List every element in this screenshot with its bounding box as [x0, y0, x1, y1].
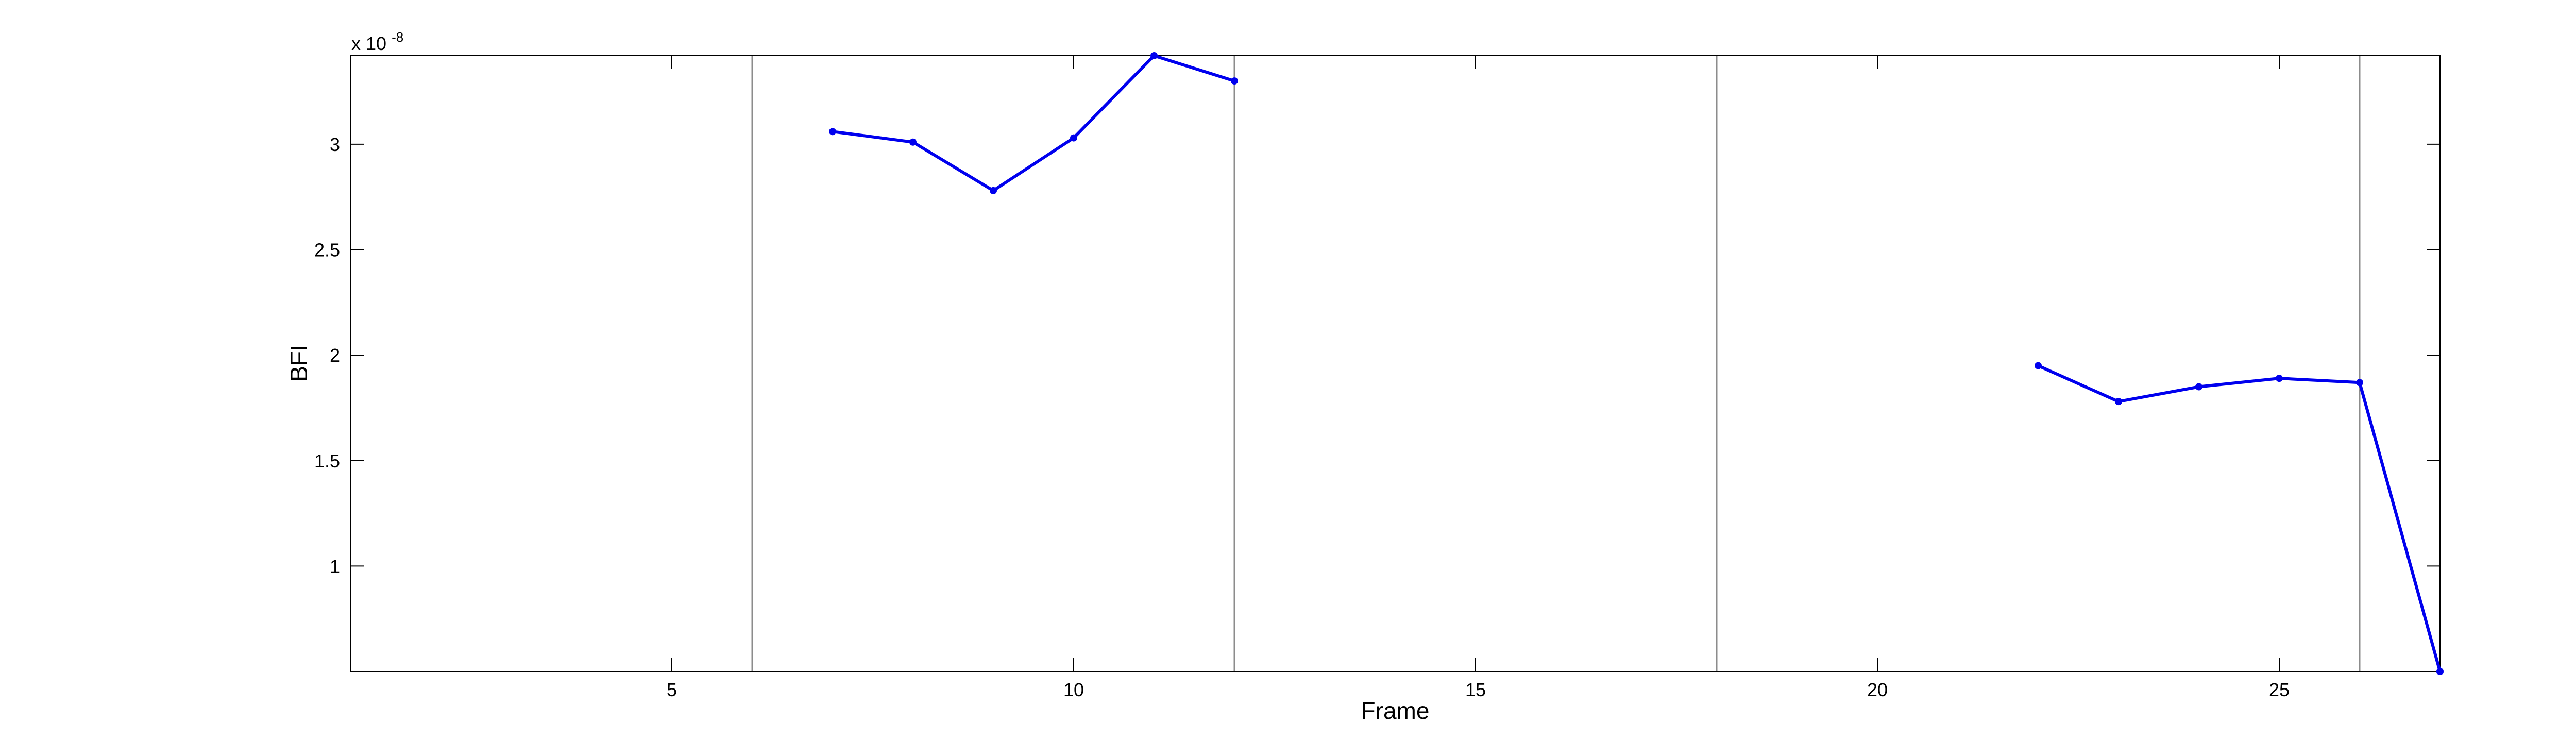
data-point [2276, 375, 2283, 382]
series-line [832, 54, 1235, 192]
data-point [990, 187, 997, 194]
data-point [2356, 379, 2363, 387]
data-point [2195, 383, 2202, 391]
exponent-label: x 10 -8 [351, 29, 403, 54]
y-tick-label: 1.5 [314, 450, 340, 472]
data-point [909, 138, 917, 146]
y-tick-label: 2 [330, 345, 340, 366]
exponent-base: x 10 [351, 33, 386, 54]
data-series [829, 52, 2444, 675]
x-tick-label: 20 [1867, 679, 1888, 700]
y-axis-label: BFI [285, 345, 312, 382]
tick-labels: 5 10 15 20 25 1 1.5 2 2.5 3 [314, 134, 2290, 700]
data-point [1070, 134, 1077, 142]
x-tick-label: 10 [1063, 679, 1084, 700]
axis-ticks [350, 56, 2440, 671]
plot-background [350, 56, 2440, 671]
data-point [2035, 362, 2042, 369]
x-tick-label: 15 [1465, 679, 1486, 700]
y-tick-label: 3 [330, 134, 340, 155]
data-point [2436, 668, 2444, 675]
series-line [2037, 364, 2442, 672]
x-tick-label: 5 [667, 679, 677, 700]
vertical-markers [751, 56, 2361, 671]
y-tick-label: 2.5 [314, 240, 340, 261]
x-axis-label: Frame [1361, 697, 1430, 724]
data-point [1150, 52, 1158, 59]
data-point [1231, 77, 1238, 85]
plot-frame [350, 55, 2441, 672]
y-tick-label: 1 [330, 556, 340, 577]
data-point [2115, 398, 2122, 406]
x-tick-label: 25 [2269, 679, 2290, 700]
data-point [829, 128, 836, 136]
exponent-power: -8 [392, 29, 403, 45]
